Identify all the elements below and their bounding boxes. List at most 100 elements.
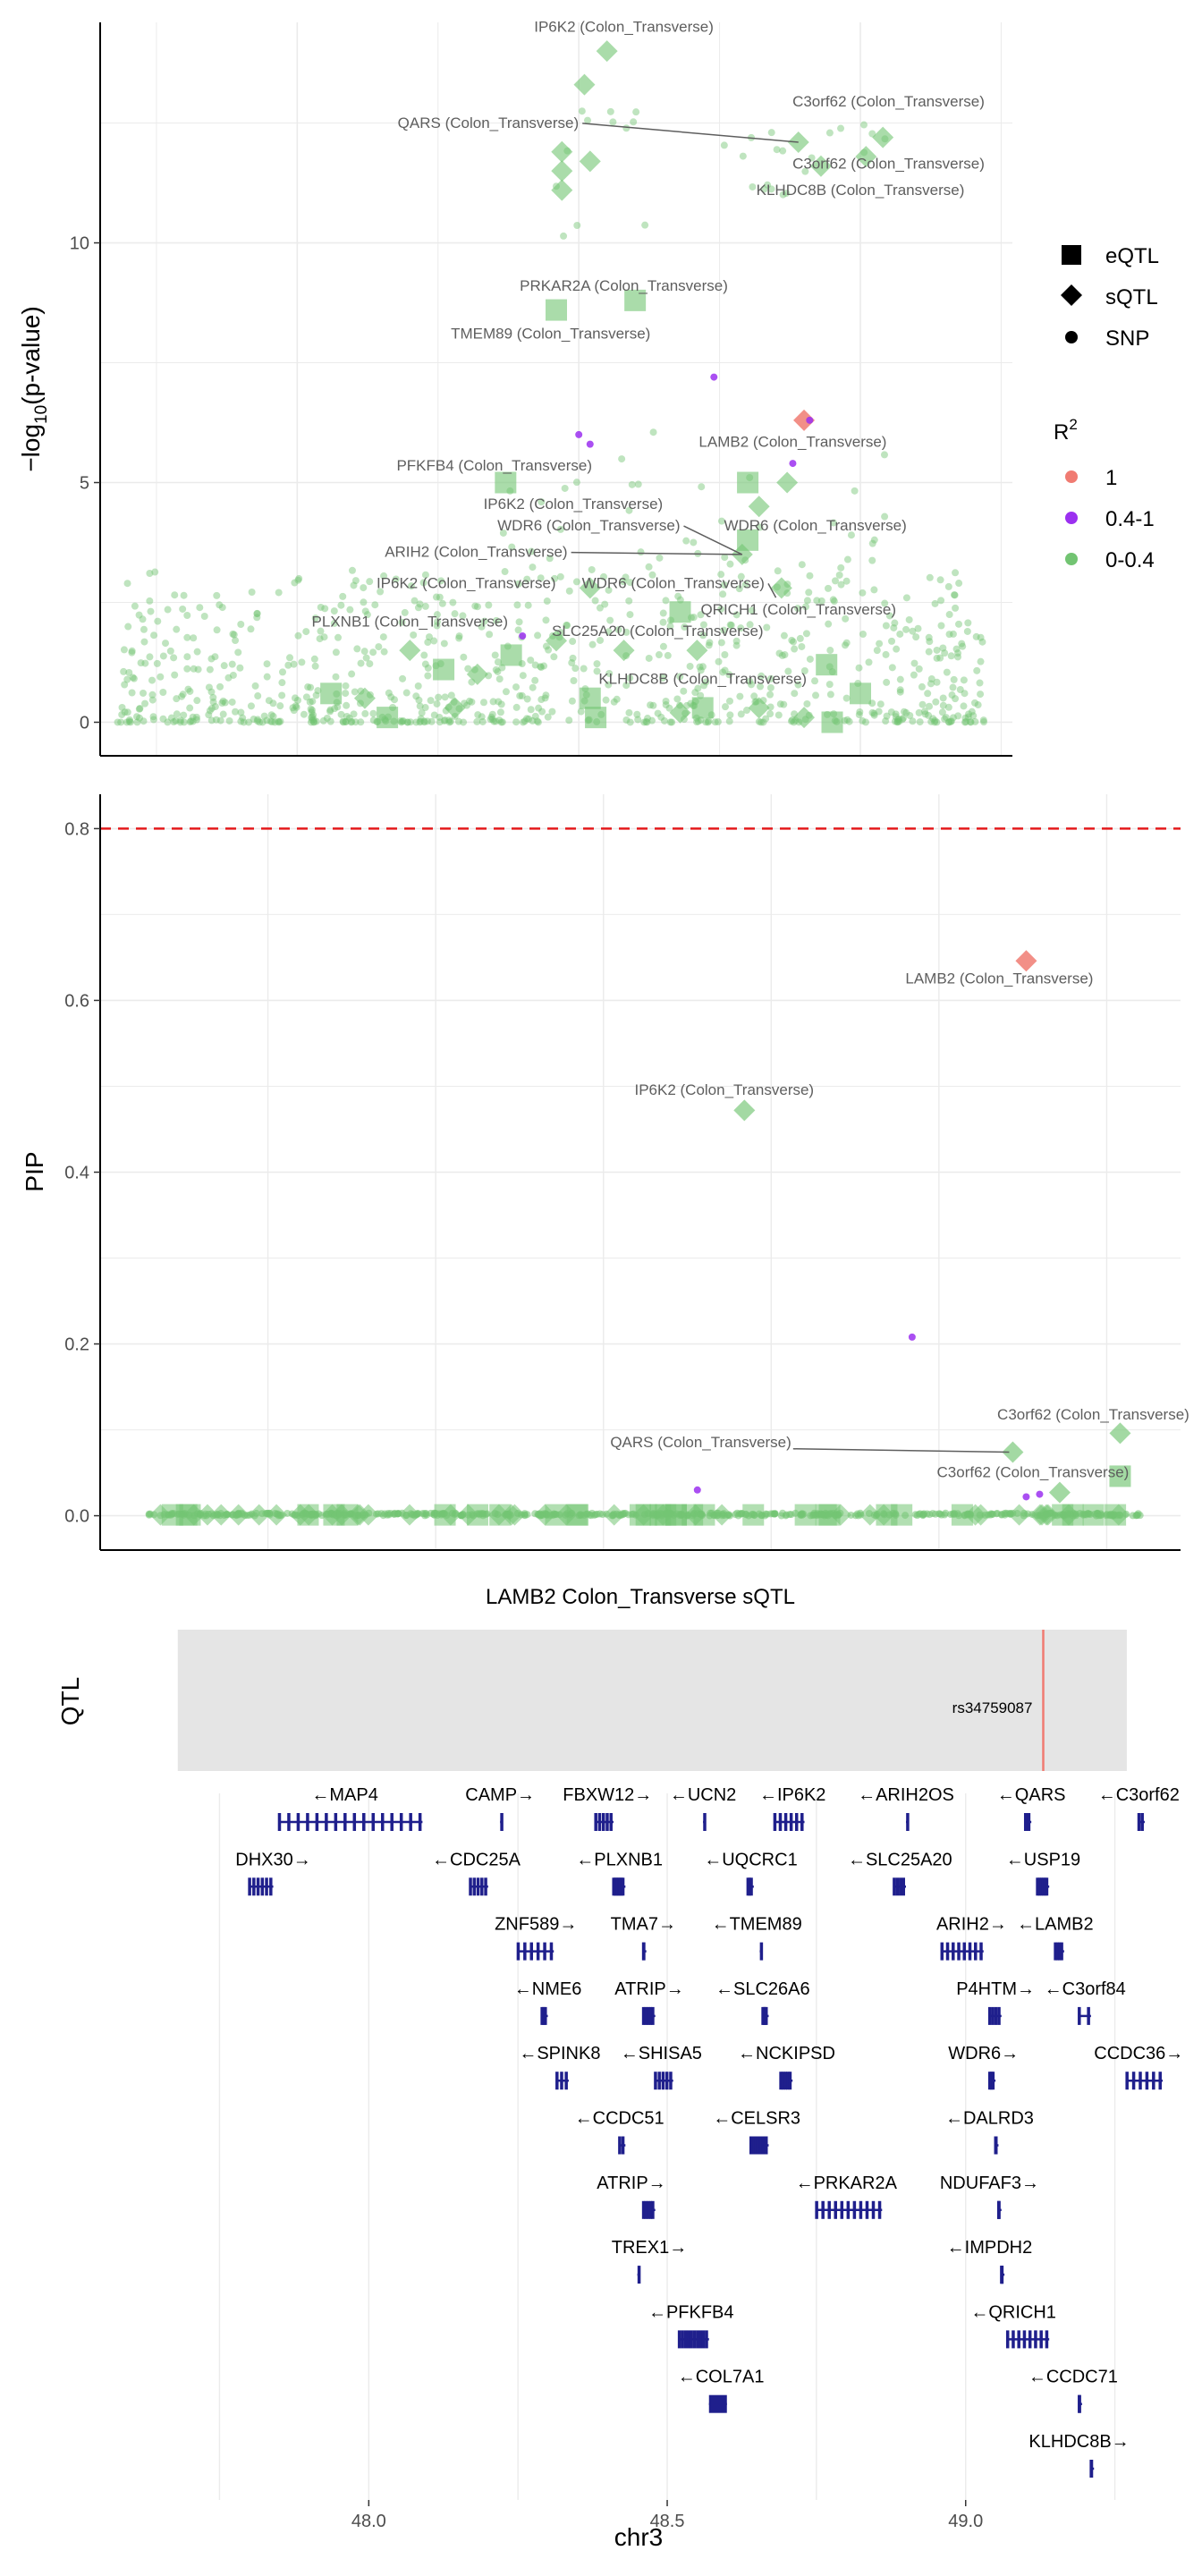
snp-point [926, 573, 934, 581]
gene-label: DHX30→ [235, 1850, 310, 1869]
snp-point [533, 717, 541, 725]
snp-point [605, 628, 613, 636]
snp-point [965, 710, 973, 718]
snp-point [659, 674, 667, 682]
snp-point [755, 717, 763, 725]
snp-point [164, 606, 172, 614]
snp-point [302, 693, 310, 701]
gene-exon [560, 2072, 563, 2090]
snp-point [192, 713, 200, 721]
gene-exon [779, 2072, 783, 2090]
snp-point [523, 695, 531, 703]
snp-point [973, 666, 981, 674]
gene-label: ←UQCRC1 [704, 1850, 797, 1869]
gene-exon [991, 2006, 995, 2025]
snp-point [326, 706, 334, 714]
snp-point [979, 716, 987, 724]
snp-point [120, 667, 128, 675]
pip-annotations: LAMB2 (Colon_Transverse) IP6K2 (Colon_Tra… [610, 970, 1189, 1480]
snp-point [427, 697, 435, 705]
gene-exon [544, 2006, 547, 2025]
snp-point [961, 690, 969, 698]
gene-exon [641, 2200, 646, 2219]
snp-point [275, 717, 283, 725]
gene-label: KLHDC8B→ [1028, 2432, 1129, 2452]
snp-point [300, 710, 308, 718]
gene-exon [1005, 2330, 1010, 2349]
snp-point [767, 185, 775, 193]
gene-exon [1078, 2006, 1081, 2025]
pip-ytick-label: 0.6 [64, 991, 89, 1011]
snp-point [346, 606, 354, 614]
snp-point [128, 648, 136, 657]
annotation-leader-line [767, 583, 777, 598]
gene-exon [641, 2006, 646, 2025]
snp-point [480, 617, 488, 625]
snp-point [167, 714, 175, 722]
snp-point [248, 589, 256, 597]
snp-point [931, 1510, 939, 1518]
snp-point [791, 690, 799, 698]
snp-point [207, 688, 216, 696]
snp-point [309, 716, 317, 724]
snp-point [424, 672, 432, 680]
snp-point [271, 718, 279, 726]
snp-point [578, 107, 586, 115]
snp-point [527, 657, 535, 665]
snp-point [186, 718, 194, 726]
snp-point [437, 577, 445, 585]
snp-point [412, 692, 420, 700]
snp-point [888, 637, 896, 645]
gene-exon [540, 2006, 544, 2025]
snp-point [1001, 1511, 1009, 1519]
qtl-point [433, 658, 455, 681]
snp-point [459, 612, 467, 620]
snp-point [455, 632, 463, 640]
snp-point [855, 664, 863, 672]
gene-exon [974, 1942, 978, 1961]
gene-exon [1000, 2266, 1004, 2284]
snp-point [643, 718, 651, 726]
snp-point [613, 695, 621, 703]
snp-point [209, 698, 217, 706]
snp-point [239, 714, 247, 722]
snp-point [417, 715, 425, 723]
gene-label: ←CCDC51 [575, 2109, 664, 2129]
gene-exon [1039, 2330, 1043, 2349]
snp-point [949, 630, 957, 638]
snp-point [994, 1510, 1002, 1518]
snp-point [605, 681, 613, 689]
gene-exon [618, 2136, 622, 2155]
snp-point [205, 711, 213, 719]
snp-point [495, 675, 504, 683]
snp-point [436, 713, 444, 721]
snp-point [497, 700, 505, 708]
snp-point [342, 690, 350, 698]
snp-point [488, 710, 496, 718]
snp-point [757, 718, 765, 726]
qtl-point [891, 1504, 913, 1526]
qtl-point [693, 1486, 701, 1494]
snp-point [339, 592, 347, 600]
snp-point [254, 716, 262, 724]
gene-xtick-label: 48.0 [351, 2512, 386, 2531]
snp-point [253, 609, 261, 617]
snp-point [544, 713, 552, 721]
snp-point [794, 681, 802, 689]
snp-point [780, 631, 788, 640]
snp-point [694, 684, 702, 692]
snp-point [449, 598, 457, 606]
snp-point [337, 601, 345, 609]
gene-exon [871, 2200, 876, 2219]
snp-point [253, 717, 261, 725]
snp-point [634, 480, 642, 488]
snp-point [726, 621, 734, 629]
snp-point [974, 701, 982, 709]
snp-point [868, 708, 876, 716]
gene-label: ←USP19 [1006, 1850, 1080, 1869]
snp-point [534, 718, 542, 726]
snp-point [830, 597, 838, 606]
snp-point [183, 633, 191, 641]
snp-point [260, 712, 268, 720]
qtl-point [684, 1504, 707, 1526]
